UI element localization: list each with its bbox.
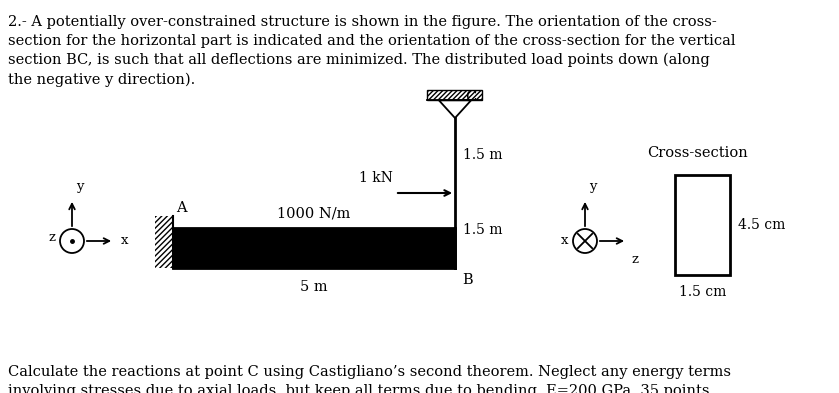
Bar xyxy=(173,228,455,268)
Text: 4.5 cm: 4.5 cm xyxy=(738,218,785,232)
Bar xyxy=(675,175,730,275)
Text: x: x xyxy=(560,235,568,248)
Text: A: A xyxy=(176,201,186,215)
Text: B: B xyxy=(462,273,472,287)
Text: C: C xyxy=(465,90,477,104)
Text: 1.5 m: 1.5 m xyxy=(463,224,503,237)
Text: 1.5 m: 1.5 m xyxy=(463,149,503,162)
Text: Calculate the reactions at point C using Castigliano’s second theorem. Neglect a: Calculate the reactions at point C using… xyxy=(8,365,731,393)
Bar xyxy=(155,216,173,268)
Circle shape xyxy=(573,229,597,253)
Polygon shape xyxy=(439,100,471,118)
Text: x: x xyxy=(121,235,128,248)
Text: z: z xyxy=(631,253,638,266)
Text: y: y xyxy=(589,180,597,193)
Text: 5 m: 5 m xyxy=(300,280,328,294)
Text: y: y xyxy=(76,180,84,193)
Text: Cross-section: Cross-section xyxy=(647,146,748,160)
Text: z: z xyxy=(48,231,55,244)
Text: 1000 N/m: 1000 N/m xyxy=(278,207,351,221)
Text: 1 kN: 1 kN xyxy=(359,171,393,185)
Text: 1.5 cm: 1.5 cm xyxy=(679,285,727,299)
Bar xyxy=(428,90,482,100)
Circle shape xyxy=(60,229,84,253)
Text: 2.- A potentially over-constrained structure is shown in the figure. The orienta: 2.- A potentially over-constrained struc… xyxy=(8,15,736,87)
